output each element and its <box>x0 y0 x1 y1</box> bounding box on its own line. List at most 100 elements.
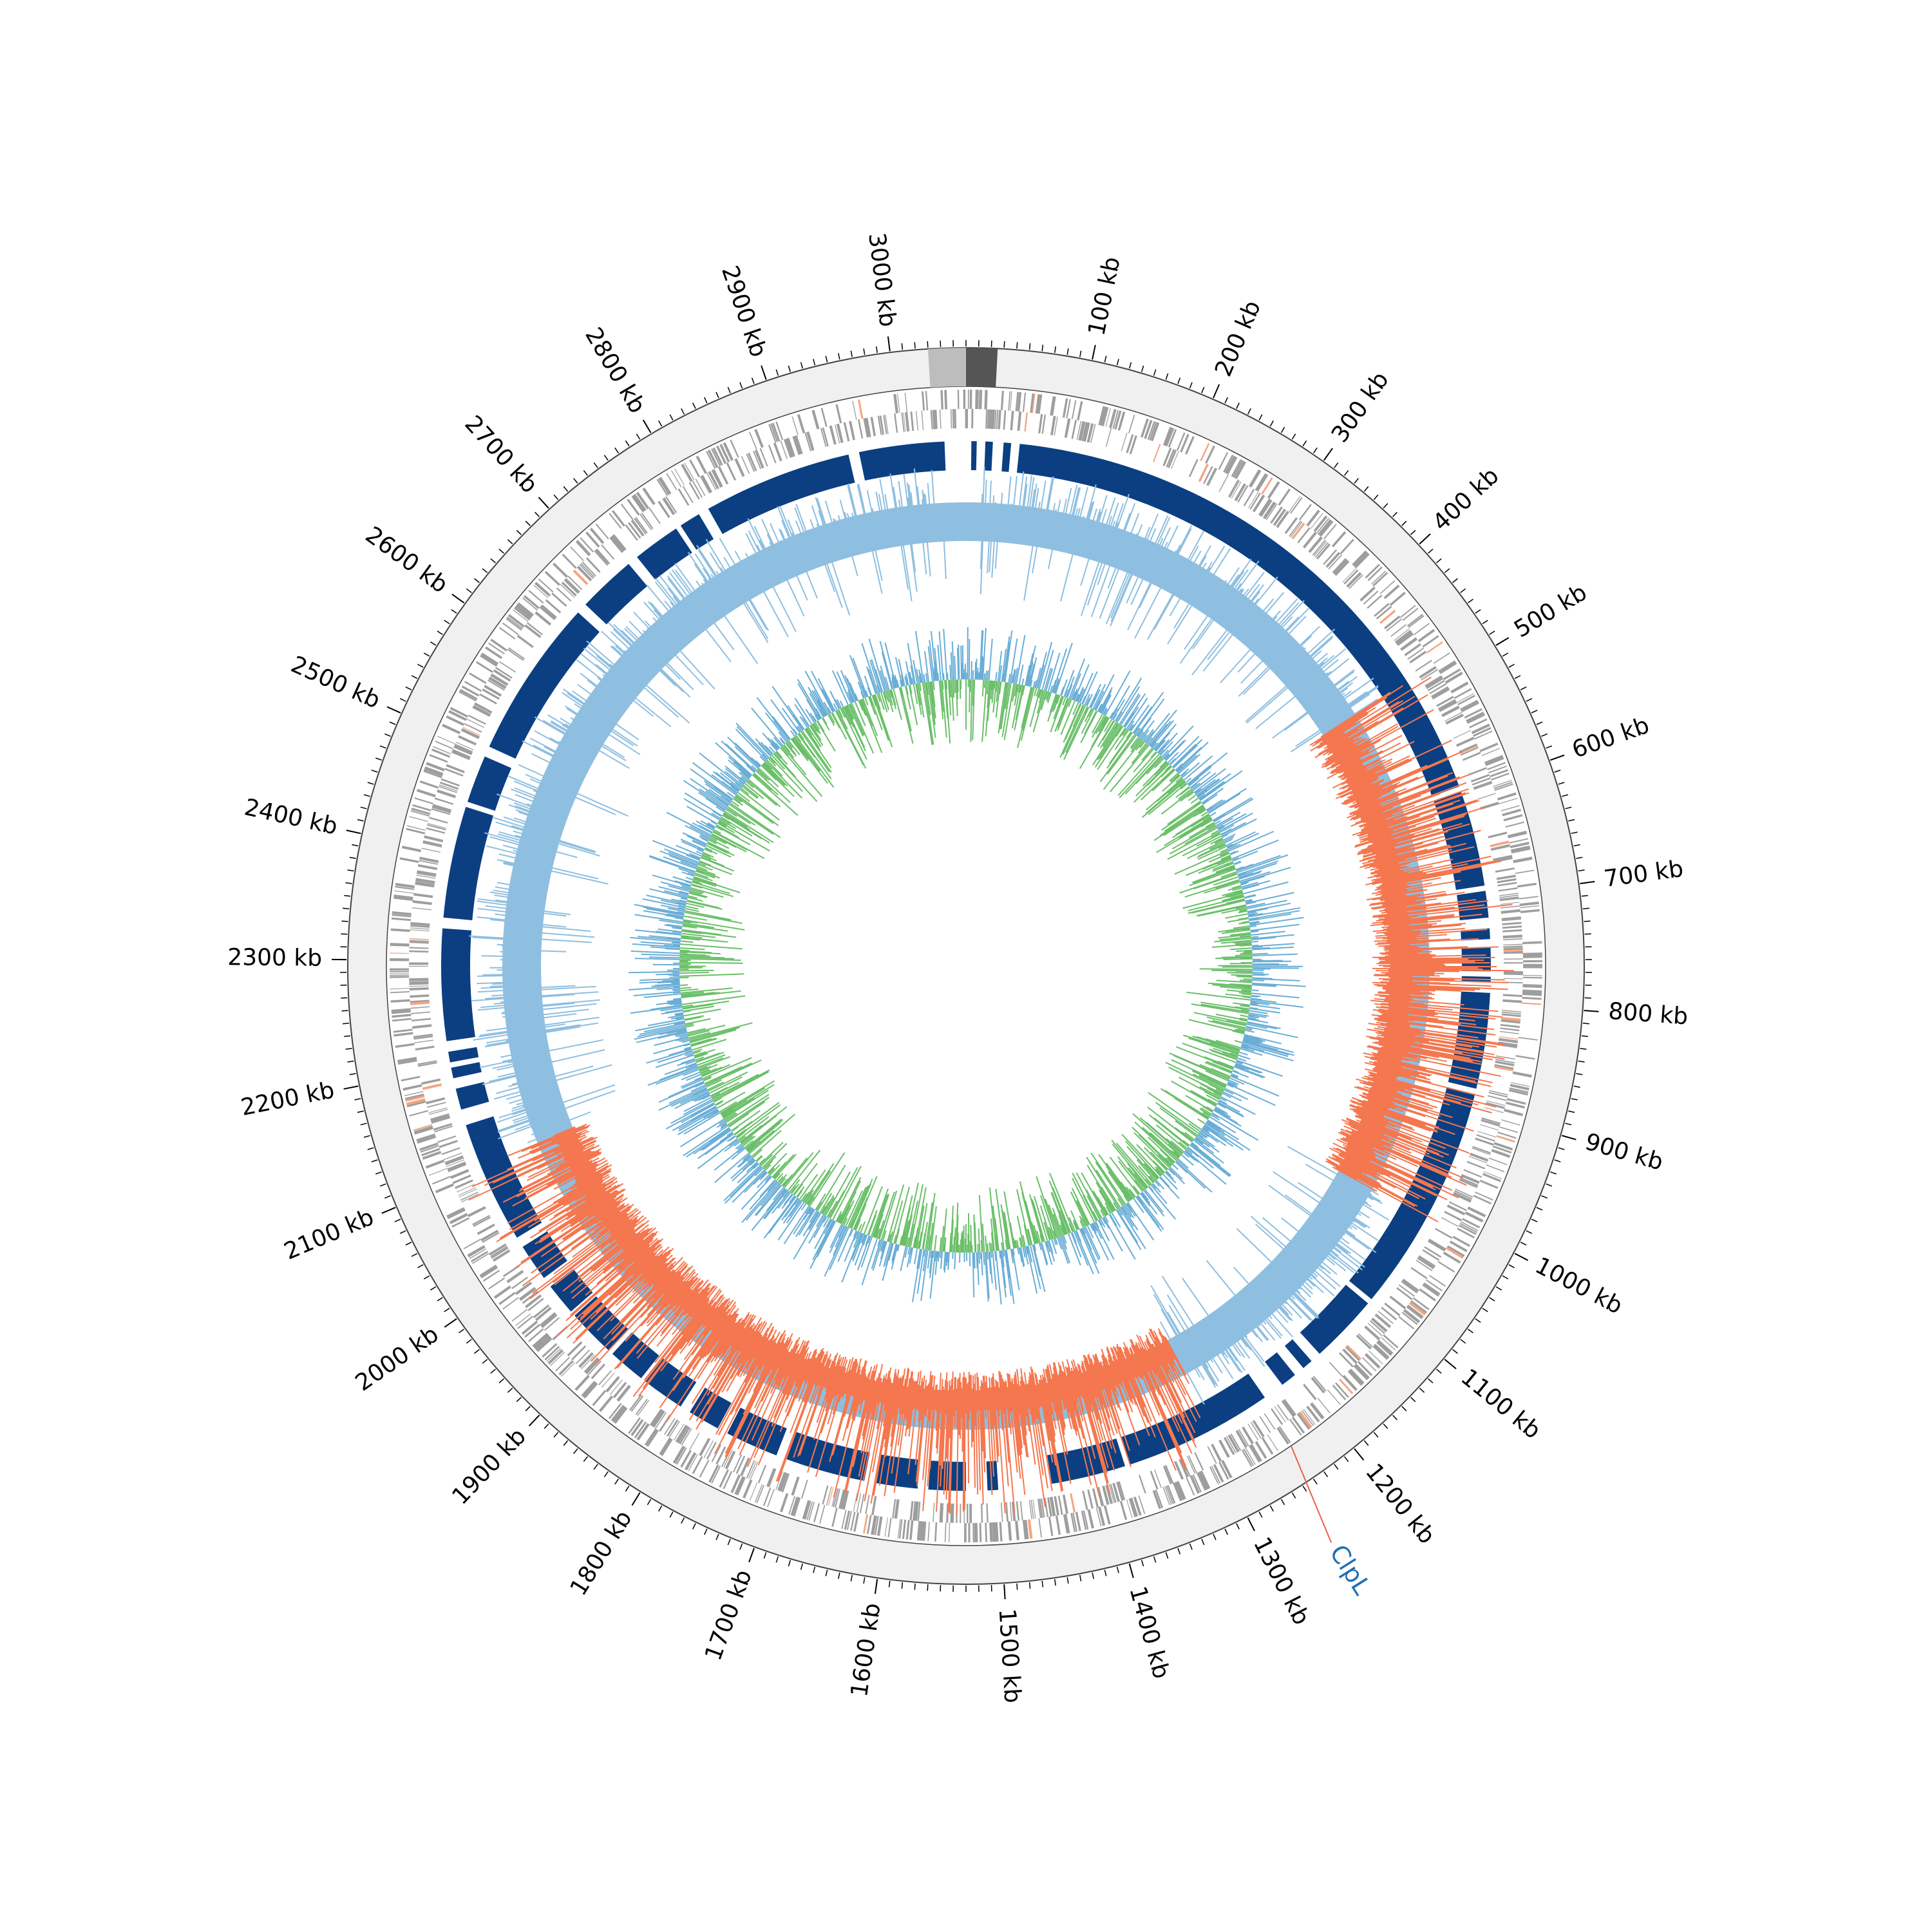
scale-ticks <box>332 336 1599 1600</box>
block-segment <box>708 454 855 535</box>
block-segment <box>612 1332 659 1379</box>
block-segment <box>1461 947 1491 972</box>
block-segment <box>1284 1339 1312 1368</box>
gc-content-track <box>468 466 1514 1516</box>
tick-label: 2900 kb <box>716 263 772 361</box>
major-tick <box>1584 1010 1599 1012</box>
tick-label: 1500 kb <box>994 1608 1026 1704</box>
major-tick <box>451 593 465 603</box>
major-tick <box>343 1085 359 1090</box>
tick-label: 900 kb <box>1582 1129 1666 1176</box>
block-track <box>441 441 1491 1491</box>
tick-label: 1900 kb <box>447 1423 531 1510</box>
outer-ring-segment-light <box>927 348 966 388</box>
tick-label: 1700 kb <box>700 1566 757 1664</box>
tick-label: 1400 kb <box>1124 1584 1174 1681</box>
tick-label: 300 kb <box>1327 367 1394 448</box>
block-segment <box>786 1432 870 1481</box>
outer-ring-track <box>347 347 1585 1585</box>
block-segment <box>1461 928 1490 941</box>
major-tick <box>1549 754 1565 761</box>
annotation-leader-line <box>1290 1445 1332 1543</box>
block-segment <box>441 928 475 1041</box>
block-segment <box>467 756 512 811</box>
block-segment <box>1001 442 1012 472</box>
tick-label: 2700 kb <box>459 411 542 498</box>
gc-content-positive <box>469 466 1390 1405</box>
major-tick <box>1354 1448 1365 1461</box>
tick-label: 1200 kb <box>1360 1459 1440 1549</box>
major-tick <box>1323 448 1333 461</box>
block-segment <box>858 441 946 481</box>
tick-label: 500 kb <box>1510 579 1591 643</box>
major-tick <box>1128 1563 1134 1578</box>
major-tick <box>887 336 891 352</box>
tick-label: 2000 kb <box>351 1321 444 1396</box>
major-tick <box>1495 637 1510 646</box>
block-segment <box>971 441 977 471</box>
block-segment <box>680 514 714 550</box>
tick-label: 100 kb <box>1083 254 1125 338</box>
block-segment <box>448 1046 479 1063</box>
major-tick <box>1444 1358 1457 1370</box>
major-tick <box>1419 533 1431 545</box>
tick-label: 2300 kb <box>227 944 322 972</box>
tick-label: 200 kb <box>1210 297 1266 381</box>
gc-content-negative <box>468 676 1514 1516</box>
block-segment <box>637 528 692 580</box>
tick-label: 800 kb <box>1607 998 1689 1030</box>
major-tick <box>1092 345 1096 360</box>
block-segment <box>455 1082 489 1110</box>
block-segment <box>585 564 648 625</box>
block-segment <box>984 441 993 471</box>
block-segment <box>1016 444 1459 797</box>
major-tick <box>874 1578 878 1594</box>
outer-ring-inner-edge <box>386 386 1546 1546</box>
major-tick <box>1580 880 1595 884</box>
tick-label: 3000 kb <box>863 231 901 328</box>
tick-label: 2500 kb <box>287 651 384 714</box>
tick-label: 1000 kb <box>1531 1253 1627 1320</box>
outer-ring-segment-dark <box>966 348 998 388</box>
major-tick <box>1003 1584 1006 1600</box>
gene-track <box>390 390 1543 1542</box>
tick-label: 2600 kb <box>361 522 453 598</box>
major-tick <box>1213 384 1220 399</box>
block-segment <box>986 1461 999 1491</box>
major-tick <box>346 829 361 835</box>
block-segment <box>451 1062 482 1079</box>
major-tick <box>761 365 767 380</box>
block-segment <box>1046 1438 1126 1484</box>
block-segment <box>1349 1086 1475 1300</box>
major-tick <box>444 1318 457 1328</box>
tick-label: 2200 kb <box>239 1077 337 1121</box>
major-tick <box>386 706 401 714</box>
tick-label: 1600 kb <box>846 1602 886 1699</box>
major-tick <box>1247 1517 1255 1531</box>
tick-label: 400 kb <box>1428 462 1504 536</box>
major-tick <box>538 497 549 509</box>
block-segment <box>489 612 600 759</box>
tick-label: 1800 kb <box>565 1506 638 1600</box>
block-segment <box>1457 891 1489 920</box>
major-tick <box>381 1207 396 1214</box>
major-tick <box>1562 1135 1577 1141</box>
block-segment <box>1265 1352 1295 1385</box>
block-segment <box>1300 1284 1368 1354</box>
tick-label: 600 kb <box>1569 712 1653 764</box>
major-tick <box>642 419 652 433</box>
gene-marks <box>390 390 1543 1542</box>
gc-skew-negative <box>679 679 1253 1253</box>
gc-skew-positive <box>628 627 1306 1305</box>
block-segment <box>443 806 494 920</box>
tick-label: 2800 kb <box>580 323 650 418</box>
gene-marks-highlight <box>390 393 1542 1539</box>
major-tick <box>528 1414 540 1426</box>
major-tick <box>631 1492 641 1506</box>
tick-label: 1100 kb <box>1456 1364 1546 1444</box>
tick-label: 2100 kb <box>280 1204 377 1265</box>
tick-label: 2400 kb <box>242 794 340 840</box>
annotation-label-clpl[interactable]: ClpL <box>1324 1540 1376 1600</box>
major-tick <box>748 1548 755 1562</box>
